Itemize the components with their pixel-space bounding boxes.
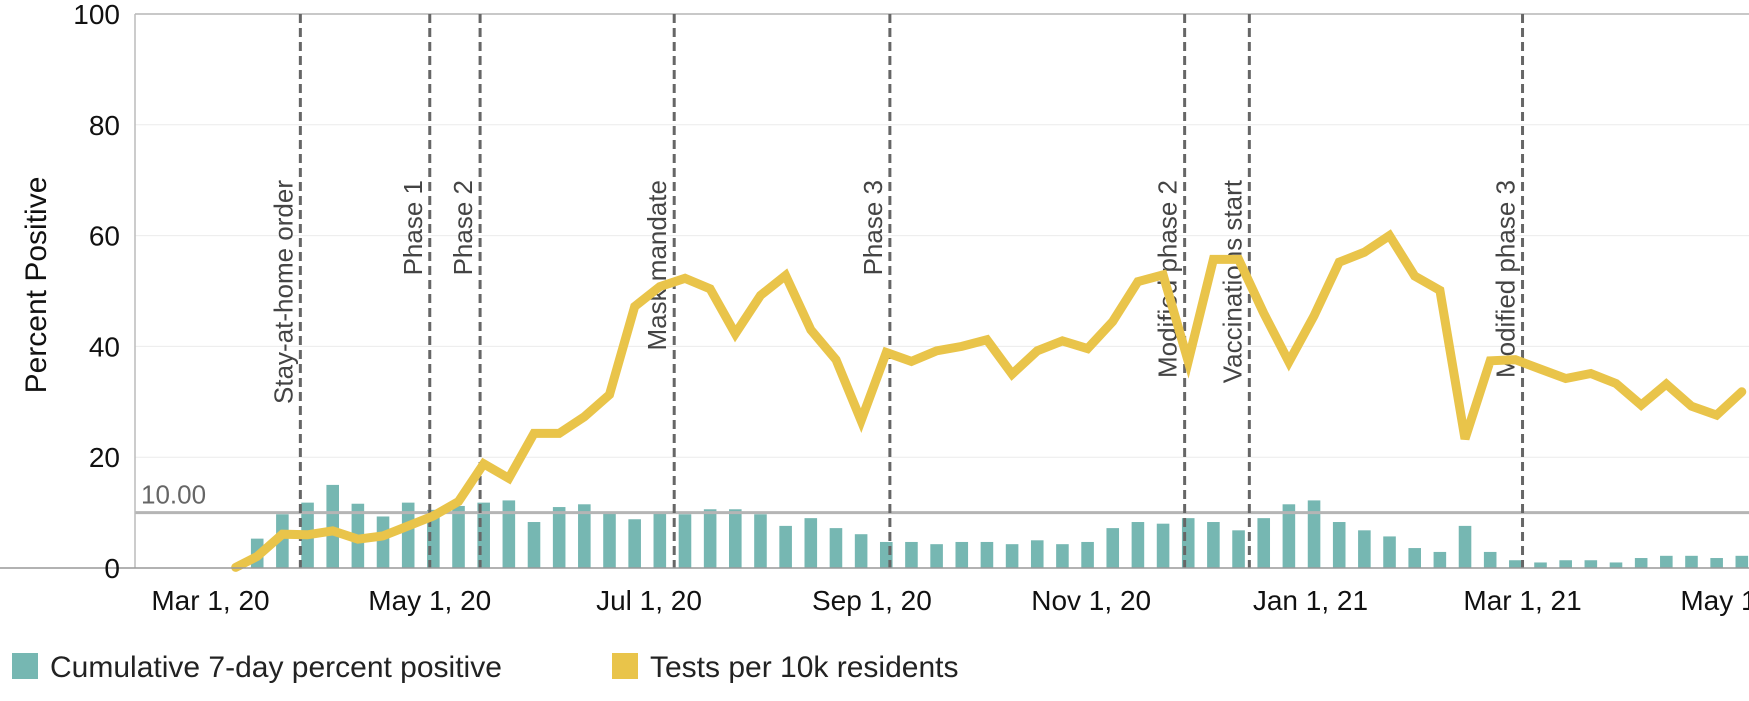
x-tick-label: Sep 1, 20 — [812, 585, 932, 616]
event-label: Stay-at-home order — [268, 180, 298, 404]
axes — [0, 14, 1749, 569]
tick-labels: 0 20 40 60 80 100 Mar 1, 20 May 1, 20 Jul 1, 20 S… — [73, 0, 1749, 616]
event-label: Modified phase 3 — [1491, 180, 1521, 378]
y-tick-label: 60 — [89, 221, 120, 252]
line-series — [231, 229, 1747, 572]
bar — [502, 500, 516, 568]
legend-label: Tests per 10k residents — [650, 651, 958, 684]
x-tick-label: Nov 1, 20 — [1031, 585, 1151, 616]
bar — [1005, 544, 1019, 568]
event-label: Vaccinations start — [1217, 179, 1247, 383]
bar — [376, 516, 390, 568]
bar — [1433, 551, 1447, 568]
bar — [930, 544, 943, 568]
bar — [1408, 548, 1421, 568]
bar — [980, 541, 994, 568]
bar — [804, 518, 818, 568]
bar — [1232, 530, 1245, 568]
event-label: Phase 1 — [398, 180, 428, 275]
bar — [578, 504, 591, 568]
x-tick-label: Mar 1, 21 — [1463, 585, 1581, 616]
bar — [754, 514, 767, 568]
bar — [729, 509, 742, 568]
bar — [603, 513, 616, 568]
bar — [703, 509, 717, 568]
x-tick-label: Jan 1, 21 — [1253, 585, 1368, 616]
bar — [1383, 536, 1396, 568]
bar — [1081, 541, 1094, 568]
bar — [401, 502, 415, 568]
bar — [854, 534, 868, 568]
bar — [1509, 560, 1522, 568]
bar — [1056, 544, 1069, 568]
bar — [779, 525, 792, 568]
y-axis-title: Percent Positive — [20, 177, 53, 394]
bar — [1634, 558, 1648, 568]
bar — [1207, 522, 1220, 568]
y-tick-label: 100 — [73, 0, 120, 30]
x-tick-label: Jul 1, 20 — [596, 585, 702, 616]
bar — [905, 541, 918, 568]
bar — [1660, 555, 1673, 568]
y-tick-label: 80 — [89, 110, 120, 141]
bar — [1710, 558, 1723, 568]
bar — [527, 522, 541, 568]
bar — [1106, 528, 1120, 568]
legend: Cumulative 7-day percent positive Tests p… — [12, 651, 958, 684]
event-label: Phase 2 — [448, 180, 478, 275]
y-tick-label: 20 — [89, 442, 120, 473]
bar — [1358, 530, 1371, 568]
bar — [1181, 518, 1195, 568]
bar — [1559, 560, 1572, 568]
bar — [1257, 518, 1271, 568]
bar — [653, 512, 667, 568]
legend-swatch — [612, 653, 638, 679]
reference-line-group: 10.00 — [135, 480, 1749, 515]
bar — [1685, 555, 1698, 568]
bar — [1458, 525, 1472, 568]
bar — [1030, 540, 1044, 568]
event-markers: Stay-at-home order Phase 1 Phase 2 Mask man… — [268, 14, 1525, 568]
bar — [1609, 562, 1623, 568]
bar — [678, 514, 692, 568]
x-tick-label: May 1, 21 — [1680, 585, 1749, 616]
bar — [955, 541, 969, 568]
y-tick-label: 0 — [104, 553, 120, 584]
event-label: Phase 3 — [858, 180, 888, 275]
y-tick-label: 40 — [89, 331, 120, 362]
bar — [1534, 562, 1547, 568]
bar — [1584, 560, 1598, 568]
bar — [1156, 523, 1170, 568]
line-series-path — [231, 229, 1747, 572]
bar — [1282, 504, 1296, 568]
x-tick-label: Mar 1, 20 — [151, 585, 269, 616]
gridlines — [135, 13, 1749, 458]
bar — [552, 507, 566, 568]
bar — [628, 519, 641, 568]
bar — [829, 528, 843, 568]
bar — [1483, 551, 1497, 568]
event-label: Mask mandate — [642, 180, 672, 351]
bar — [1131, 522, 1145, 568]
bar — [452, 505, 465, 568]
bar — [1735, 555, 1749, 568]
bar — [1332, 522, 1346, 568]
bar — [276, 514, 289, 568]
legend-swatch — [12, 653, 38, 679]
x-tick-label: May 1, 20 — [368, 585, 491, 616]
bar — [1307, 500, 1321, 568]
reference-line-label: 10.00 — [141, 480, 206, 510]
legend-label: Cumulative 7-day percent positive — [50, 651, 502, 684]
